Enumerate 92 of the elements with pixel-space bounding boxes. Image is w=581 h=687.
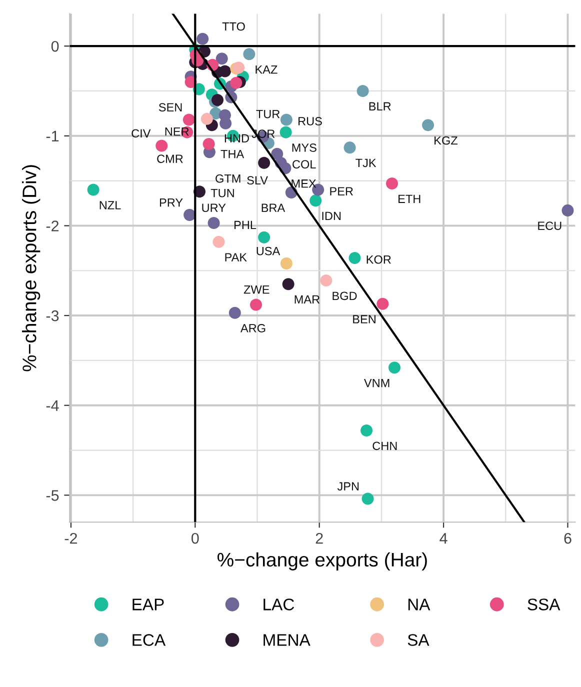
y-tick-label: -4 [46, 400, 59, 411]
annotation: PER [330, 187, 353, 196]
annotation: PHL [234, 220, 256, 230]
point [182, 114, 195, 126]
annotation: URY [202, 204, 226, 212]
point [243, 48, 256, 60]
annotation: SLV [247, 176, 268, 185]
x-tick-label: 6 [564, 532, 572, 544]
point [232, 62, 245, 74]
annotation: ECU [538, 222, 562, 230]
legend-label: MENA [264, 634, 310, 646]
point [356, 84, 369, 97]
x-axis-title: %−change exports (Har) [218, 552, 427, 570]
point [280, 257, 292, 270]
point [282, 278, 294, 290]
point [212, 236, 225, 248]
annotation: BLR [369, 102, 391, 110]
annotation: PAK [225, 253, 247, 262]
annotation: ETH [398, 194, 420, 203]
y-tick-label: 0 [51, 40, 59, 52]
point [348, 252, 361, 264]
point [208, 217, 220, 230]
annotation: CHN [372, 442, 397, 450]
annotation: JPN [337, 482, 359, 491]
legend-label: SSA [528, 598, 560, 610]
point [386, 177, 398, 190]
point [360, 424, 373, 437]
point [87, 184, 100, 196]
annotation: KAZ [256, 65, 278, 74]
point [228, 306, 241, 319]
annotation: USA [256, 246, 280, 256]
annotation: THA [220, 150, 244, 158]
annotation: GTM [216, 174, 240, 183]
annotation: PRY [160, 198, 183, 207]
x-tick-label: 0 [192, 532, 199, 544]
point [184, 208, 196, 221]
x-tick-label: -2 [64, 532, 77, 544]
annotation: BEN [353, 315, 376, 324]
annotation: IDN [322, 212, 341, 220]
point [344, 142, 356, 154]
annotation: KGZ [434, 136, 458, 145]
legend-label: EAP [132, 598, 164, 610]
annotation: ARG [240, 324, 266, 332]
point [280, 114, 292, 126]
annotation: RUS [298, 117, 322, 126]
legend-label: SA [408, 634, 430, 646]
annotation: BRA [262, 204, 286, 212]
annotation: SEN [158, 103, 182, 112]
y-axis-title: %−change exports (Div) [22, 165, 40, 372]
point [258, 231, 270, 244]
annotation: MAR [294, 295, 320, 304]
point [422, 119, 434, 132]
point [280, 126, 292, 138]
x-tick-label: 4 [440, 533, 448, 544]
annotation: VNM [364, 378, 390, 388]
point [200, 112, 213, 125]
point [258, 156, 270, 169]
point [362, 492, 374, 505]
annotation: BGD [332, 292, 357, 300]
point [320, 274, 332, 287]
annotation: ZWE [244, 286, 270, 294]
x-tick-label: 2 [316, 532, 323, 544]
y-tick-label: -2 [46, 220, 59, 232]
point [376, 298, 389, 310]
legend-label: ECA [132, 634, 166, 646]
annotation: COL [292, 160, 316, 169]
annotation: NZL [100, 201, 121, 210]
point [216, 52, 228, 65]
legend-label: NA [408, 598, 430, 610]
annotation: JOR [252, 130, 275, 138]
point [211, 94, 224, 106]
annotation: TJK [356, 158, 376, 168]
point [230, 76, 242, 89]
point [196, 32, 209, 45]
y-tick-label: -1 [46, 130, 59, 142]
point [250, 298, 262, 311]
point [388, 362, 400, 374]
y-tick-label: -3 [46, 310, 59, 322]
point [156, 140, 168, 152]
annotation: MEX [292, 180, 316, 188]
annotation: KOR [366, 255, 391, 264]
annotation: TTO [222, 22, 245, 31]
annotation: CIV [132, 129, 151, 138]
annotation: TUR [256, 110, 280, 118]
annotation: TUN [210, 189, 234, 198]
point [562, 204, 574, 216]
annotation: CMR [157, 154, 183, 163]
legend-label: LAC [264, 598, 294, 610]
point [310, 194, 322, 207]
point [202, 138, 215, 150]
annotation: MYS [292, 144, 316, 152]
y-tick-label: -5 [46, 490, 59, 501]
